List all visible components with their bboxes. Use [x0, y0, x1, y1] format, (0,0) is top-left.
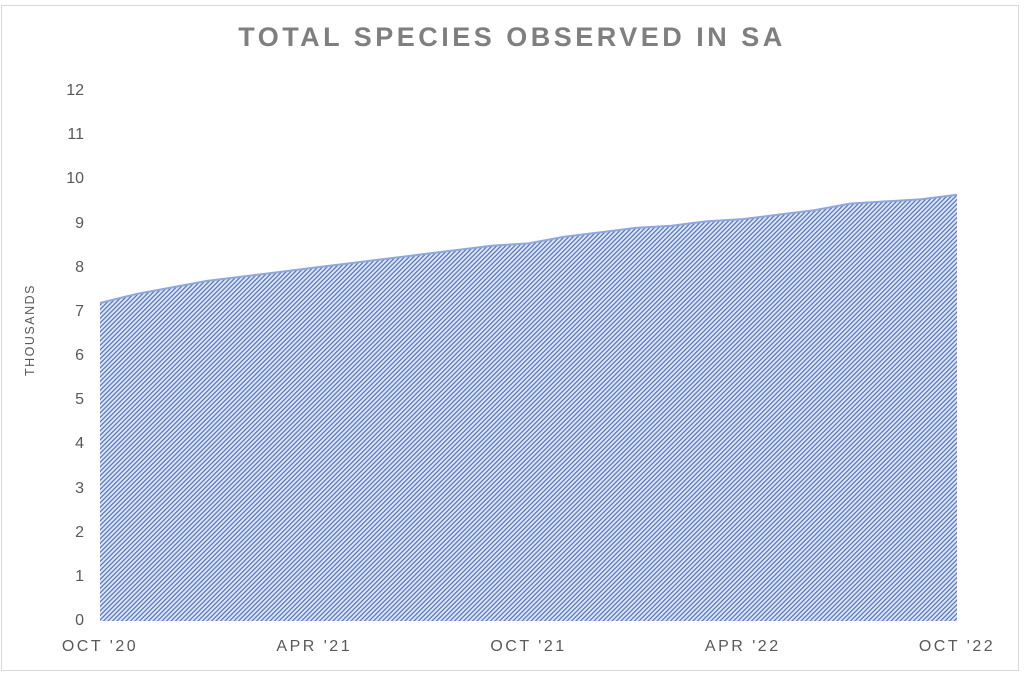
y-tick-label: 8: [75, 258, 84, 276]
x-tick-label: OCT '20: [61, 638, 139, 655]
x-tick-label: OCT '21: [490, 638, 567, 655]
y-tick-label: 11: [67, 126, 84, 144]
y-tick-label: 12: [66, 82, 84, 99]
y-tick-label: 3: [75, 479, 84, 497]
x-tick-label: APR '21: [276, 638, 353, 655]
y-tick-label: 6: [75, 347, 84, 364]
y-tick-label: 5: [75, 391, 84, 409]
area-series-fill: [100, 194, 957, 622]
y-tick-label: 0: [75, 612, 84, 629]
y-tick-label: 1: [75, 567, 84, 585]
y-tick-label: 7: [75, 302, 84, 320]
y-tick-label: 10: [66, 170, 84, 188]
x-tick-label: OCT '22: [918, 638, 996, 655]
area-series-edge-line: [99, 193, 958, 304]
y-tick-label: 4: [75, 435, 84, 453]
y-tick-label: 2: [75, 523, 84, 541]
x-tick-label: APR '22: [704, 638, 781, 655]
y-tick-label: 9: [75, 214, 84, 232]
chart-title: TOTAL SPECIES OBSERVED IN SA: [238, 22, 786, 52]
